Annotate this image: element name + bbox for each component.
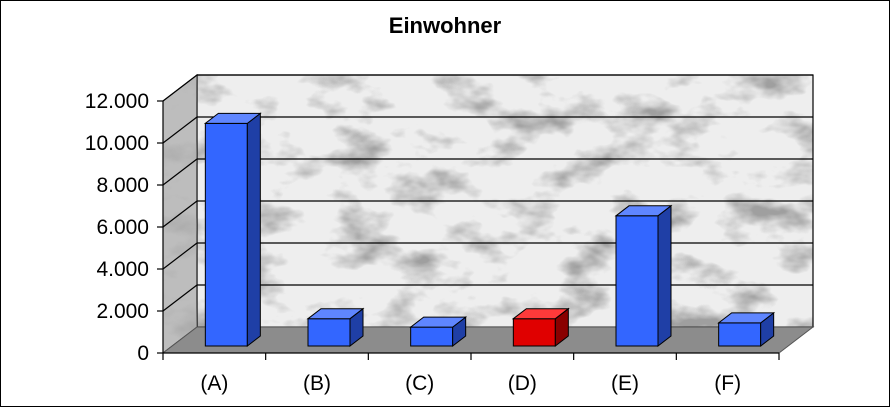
x-tick-label: (C) (405, 372, 434, 395)
gridline-side (162, 284, 198, 312)
y-tick-label: 4.000 (96, 258, 149, 281)
gridline-side (162, 200, 198, 228)
bar (203, 112, 262, 348)
gridlines (162, 74, 813, 312)
bar-front (512, 318, 556, 347)
gridline-side (162, 116, 198, 144)
bar (614, 204, 673, 348)
chart-title: Einwohner (388, 13, 502, 38)
bar-front (718, 322, 762, 347)
x-tick-label: (D) (508, 372, 537, 395)
y-tick-label: 8.000 (96, 174, 149, 197)
bar-top (717, 312, 776, 324)
bars (203, 112, 776, 348)
bar (511, 307, 570, 348)
bar (306, 307, 365, 348)
y-tick-label: 12.000 (85, 90, 149, 113)
bar-front (204, 122, 248, 347)
bar-front (615, 215, 659, 347)
y-tick-label: 6.000 (96, 216, 149, 239)
bar-top (511, 308, 570, 320)
y-tick-label: 0 (137, 342, 149, 365)
y-tick-labels: 0 2.000 4.000 6.000 8.000 10.000 12.000 (85, 90, 149, 365)
bar-top (614, 205, 673, 217)
bar-top (409, 316, 468, 328)
gridline-side (162, 242, 198, 270)
x-tick-label: (E) (611, 372, 639, 395)
bar-top (203, 112, 262, 124)
bar-side (657, 204, 672, 348)
gridline-side (162, 74, 198, 102)
bar-front (410, 326, 454, 347)
bar-side (246, 112, 261, 348)
gridline-side (162, 158, 198, 186)
bar-top (306, 308, 365, 320)
y-tick-label: 10.000 (85, 132, 149, 155)
bar (717, 311, 776, 348)
x-tick-label: (A) (200, 372, 228, 395)
x-tick-labels: (A) (B) (C) (D) (E) (F) (200, 372, 741, 395)
bar-front (307, 318, 351, 347)
bar (409, 316, 468, 348)
x-tick-label: (B) (303, 372, 331, 395)
x-tick-label: (F) (714, 372, 741, 395)
axes (157, 100, 780, 360)
y-tick-label: 2.000 (96, 300, 149, 323)
